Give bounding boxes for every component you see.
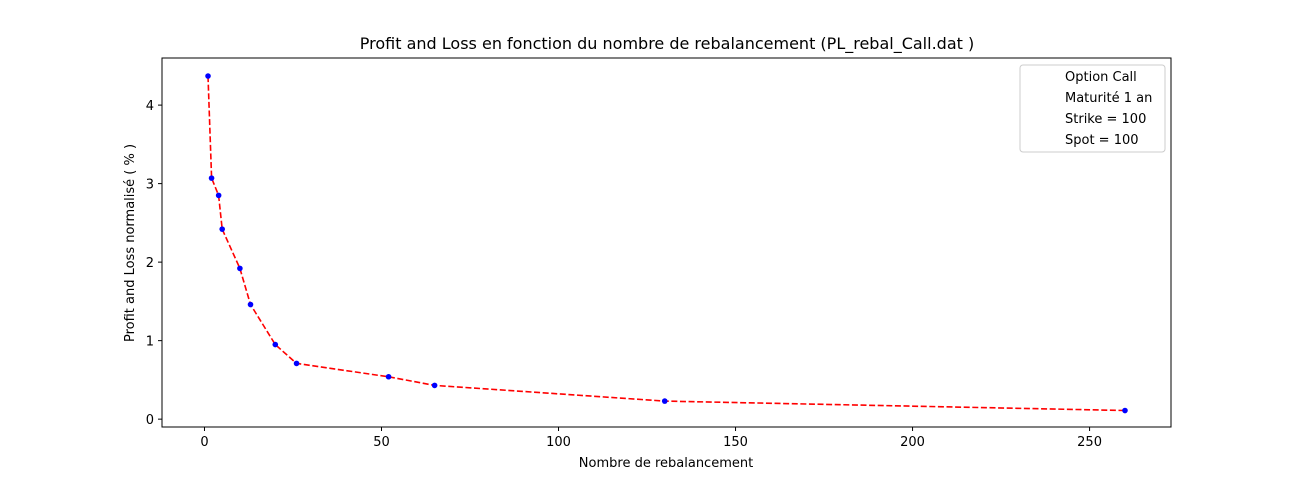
x-tick-label: 250: [1077, 435, 1102, 450]
y-tick-label: 3: [146, 178, 154, 193]
x-axis-ticks: 0 50 100 150 200 250: [200, 427, 1102, 450]
data-point: [293, 360, 300, 367]
data-point: [385, 373, 392, 380]
y-tick-label: 4: [146, 99, 154, 114]
data-point: [205, 73, 211, 79]
x-tick-label: 150: [723, 435, 748, 450]
data-point: [208, 175, 215, 181]
x-tick-label: 50: [373, 435, 390, 450]
data-point: [661, 398, 668, 404]
series-layer: [205, 73, 1128, 414]
legend-box: [1019, 64, 1166, 153]
x-axis-label: Nombre de rebalancement: [579, 456, 753, 471]
data-point: [1122, 407, 1128, 414]
legend-entry-option: Option Call: [1065, 70, 1137, 85]
legend: Option Call Maturité 1 an Strike = 100 S…: [1019, 64, 1166, 153]
x-tick-label: 200: [900, 435, 925, 450]
x-tick-label: 100: [546, 435, 571, 450]
data-point: [237, 265, 243, 272]
legend-entry-strike: Strike = 100: [1065, 112, 1146, 127]
data-point: [215, 192, 222, 199]
legend-entry-spot: Spot = 100: [1065, 133, 1139, 148]
y-axis-label: Profit and Loss normalisé ( % ): [123, 144, 138, 342]
y-tick-label: 0: [146, 413, 154, 428]
y-tick-label: 1: [146, 335, 154, 350]
chart-title: Profit and Loss en fonction du nombre de…: [360, 34, 974, 54]
data-point: [272, 341, 279, 348]
series-line: [207, 76, 1126, 412]
data-point: [247, 301, 254, 308]
y-tick-label: 2: [146, 256, 154, 271]
y-axis-ticks: 0 1 2 3 4: [146, 99, 162, 428]
x-tick-label: 0: [200, 435, 208, 450]
data-point: [219, 226, 225, 232]
legend-entry-maturity: Maturité 1 an: [1065, 91, 1152, 106]
axes-frame: [161, 57, 1172, 428]
data-point: [431, 382, 438, 389]
